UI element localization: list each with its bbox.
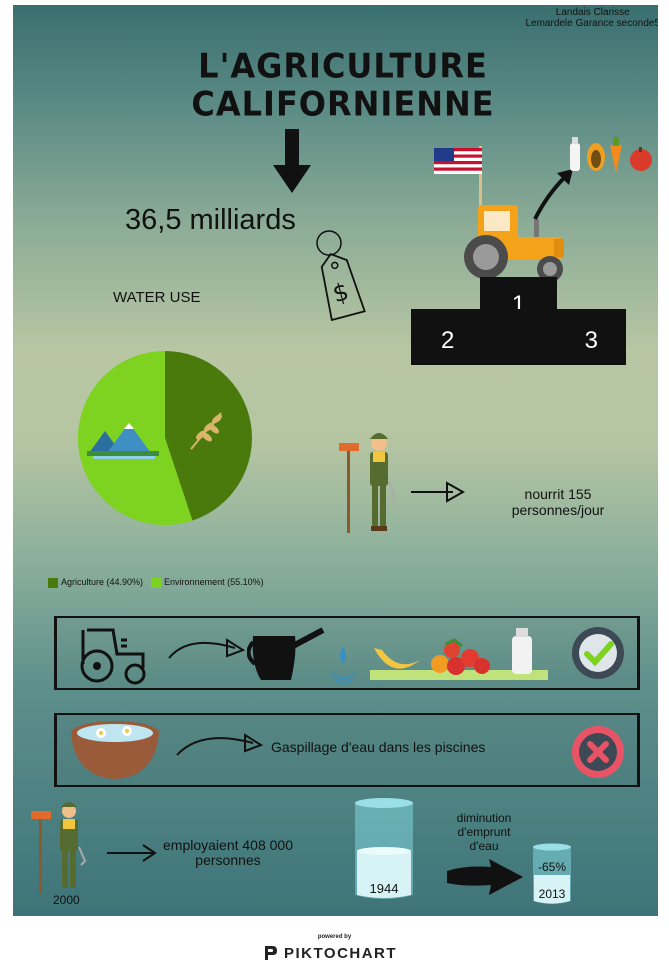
piktochart-brand: PIKTOCHART: [284, 944, 398, 962]
water-year-after: 2013: [538, 887, 566, 901]
watering-can-icon: [247, 627, 356, 684]
legend-swatch-environnement: [151, 577, 162, 588]
irrigation-band: [54, 616, 640, 690]
curved-arrow-icon-2: [176, 733, 264, 756]
farmer-fact: nourrit 155 personnes/jour: [483, 486, 633, 518]
pool-waste-band: [54, 713, 640, 787]
mountains-icon: [87, 423, 159, 459]
legend-item-environnement: Environnement (55.10%): [151, 577, 264, 588]
revenue-amount: 36,5 milliards: [125, 204, 296, 236]
arrow-right-icon: [411, 481, 465, 503]
podium-second-label: 2: [441, 327, 455, 354]
water-year-before: 1944: [369, 881, 399, 896]
title-line-2: CALIFORNIENNE: [191, 83, 495, 124]
tractor-icon: [464, 205, 564, 282]
authors: Landais Clarisse Lemardele Garance secon…: [525, 7, 658, 29]
employment-line-1: employaient 408 000: [163, 837, 293, 853]
legend-label-agriculture: Agriculture (44.90%): [61, 577, 144, 587]
produce-basket-icon: [370, 628, 548, 680]
podium-third-label: 3: [584, 327, 598, 354]
chart-legend: Agriculture (44.90%) Environnement (55.1…: [48, 577, 264, 588]
farmer-fact-line-1: nourrit 155: [524, 486, 592, 502]
tractor-outline-icon: [80, 628, 146, 685]
legend-label-environnement: Environnement (55.10%): [164, 577, 264, 587]
author-line-2: Lemardele Garance seconde5: [525, 18, 658, 29]
farmer-icon-2: [31, 802, 87, 893]
price-tag-icon: $: [316, 230, 366, 322]
svg-text:$: $: [330, 277, 352, 308]
podium-base: 2 3: [411, 309, 626, 365]
piktochart-logo-icon: [265, 946, 277, 960]
water-glass-2013: [533, 843, 571, 904]
arrow-right-icon-2: [107, 844, 157, 862]
piktochart-logo[interactable]: PIKTOCHART: [262, 944, 397, 962]
water-reduction-line-2: d'emprunt: [457, 825, 511, 839]
big-arrow-right-icon: [447, 859, 523, 895]
legend-item-agriculture: Agriculture (44.90%): [48, 577, 143, 588]
pool-icon: [71, 721, 159, 779]
farmer-icon: [339, 433, 397, 533]
produce-icon: [570, 137, 652, 173]
employment-text: employaient 408 000 personnes: [153, 838, 303, 868]
page-title: L'AGRICULTURE CALIFORNIENNE: [143, 47, 543, 123]
water-reduction-line-3: d'eau: [469, 839, 499, 853]
employment-year: 2000: [53, 893, 80, 907]
water-glass-1944: [355, 798, 413, 899]
arrow-up-right-icon: [533, 169, 573, 220]
cross-icon: [572, 726, 624, 778]
title-line-1: L'AGRICULTURE: [198, 46, 488, 87]
water-reduction-label: diminution d'emprunt d'eau: [439, 811, 529, 853]
water-change: -65%: [537, 860, 566, 874]
down-arrow-icon: [273, 129, 311, 193]
pool-waste-text: Gaspillage d'eau dans les piscines: [271, 739, 486, 755]
check-icon: [572, 627, 624, 679]
wheat-icon: [190, 412, 222, 450]
author-line-1: Landais Clarisse: [555, 7, 630, 18]
legend-swatch-agriculture: [48, 577, 58, 588]
employment-line-2: personnes: [195, 852, 261, 868]
water-reduction-line-1: diminution: [456, 811, 512, 825]
powered-by-label: powered by: [317, 934, 352, 940]
us-flag-icon: [434, 146, 482, 208]
infographic-poster: Landais Clarisse Lemardele Garance secon…: [13, 5, 658, 916]
water-use-title: WATER USE: [113, 289, 201, 306]
farmer-fact-line-2: personnes/jour: [511, 502, 605, 518]
curved-arrow-icon: [168, 638, 245, 659]
